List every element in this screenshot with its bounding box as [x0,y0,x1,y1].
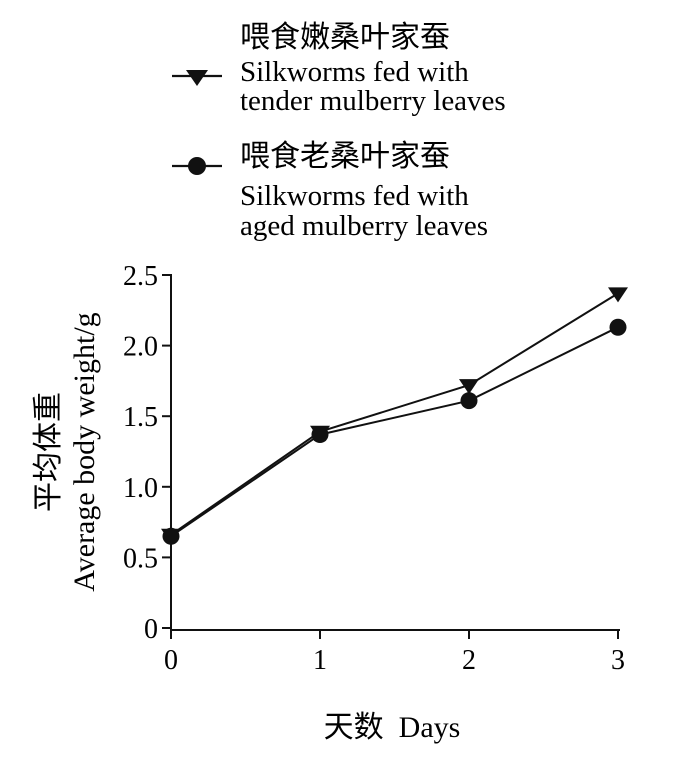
legend-label-tender-cn: 喂食嫩桑叶家蚕 [240,21,450,54]
data-point-series-1 [162,527,180,545]
x-axis-title: 天数 Days [324,711,461,744]
y-tick-label: 2.0 [123,332,158,363]
axes: 0 0.5 1.0 1.5 2.0 2.5 0 1 2 3 [123,261,625,676]
y-tick-label: 2.5 [123,261,158,292]
series-layer [161,287,628,545]
x-tick-label: 3 [611,645,625,676]
legend-item-aged: 喂食老桑叶家蚕 Silkworms fed with aged mulberry… [172,140,488,242]
series-line-1 [170,326,619,538]
data-point-series-1 [609,318,627,336]
legend-label-tender-en-2: tender mulberry leaves [240,85,506,117]
legend-label-aged-en-1: Silkworms fed with [240,180,469,212]
y-axis-title-en: Average body weight/g [68,312,101,591]
data-point-series-0 [608,287,628,303]
y-axis-title: 平均体重 Average body weight/g [32,312,101,591]
y-tick-label: 0.5 [123,543,158,574]
series-line-0 [170,292,619,536]
legend: 喂食嫩桑叶家蚕 Silkworms fed with tender mulber… [172,21,506,242]
x-tick-label: 2 [462,645,476,676]
legend-label-tender-en-1: Silkworms fed with [240,56,469,88]
y-tick-label: 1.5 [123,402,158,433]
y-tick-label: 1.0 [123,473,158,504]
data-point-series-1 [460,392,478,410]
data-point-series-1 [311,426,329,444]
legend-marker-tender [186,70,208,86]
legend-label-aged-cn: 喂食老桑叶家蚕 [240,140,450,173]
y-tick-label: 0 [144,614,158,645]
x-ticks: 0 1 2 3 [164,630,625,676]
x-tick-label: 0 [164,645,178,676]
y-ticks: 0 0.5 1.0 1.5 2.0 2.5 [123,261,171,645]
legend-marker-aged [188,157,206,175]
x-tick-label: 1 [313,645,327,676]
legend-label-aged-en-2: aged mulberry leaves [240,210,488,242]
data-point-series-0 [459,379,479,395]
y-axis-title-cn: 平均体重 [32,392,65,512]
legend-item-tender: 喂食嫩桑叶家蚕 Silkworms fed with tender mulber… [172,21,506,117]
